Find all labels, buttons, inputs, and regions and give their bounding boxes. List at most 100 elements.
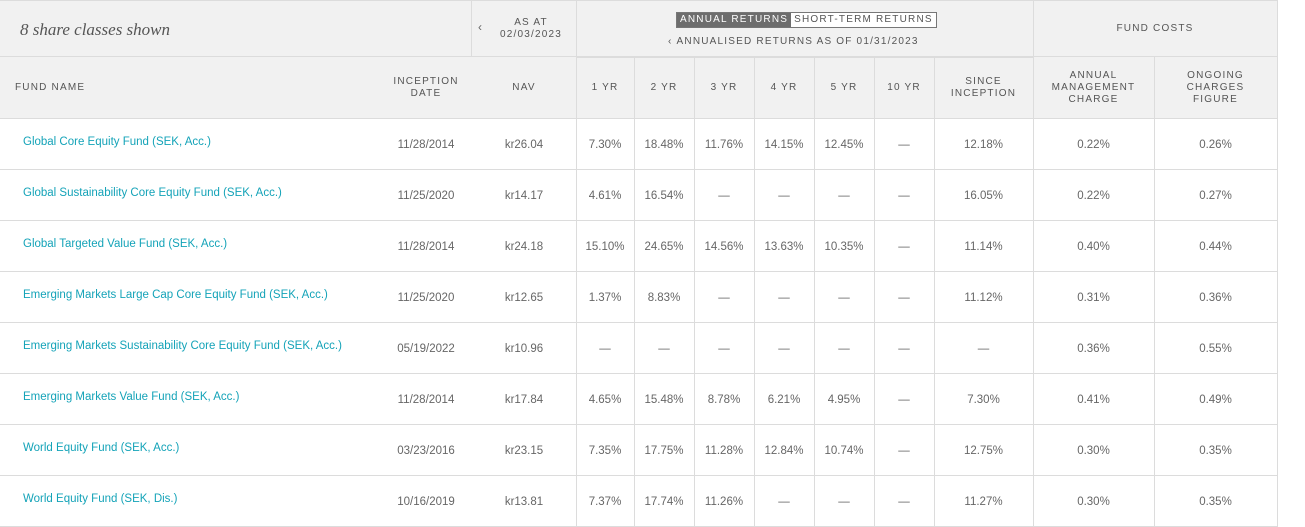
return-4yr-cell: 14.15% (764, 138, 804, 151)
col-annual-management-charge: ANNUAL MANAGEMENT CHARGE (1051, 70, 1136, 105)
inception-date-cell: 11/28/2014 (397, 393, 455, 406)
return-2yr-cell: 17.75% (644, 444, 684, 457)
return-2yr-cell: 24.65% (644, 240, 684, 253)
return-4yr-cell: — (778, 342, 790, 355)
since-inception-cell: 12.75% (963, 444, 1003, 457)
return-4yr-cell: — (778, 189, 790, 202)
nav-cell: kr24.18 (504, 240, 544, 253)
return-1yr-cell: 1.37% (588, 291, 622, 304)
return-5yr-cell: 10.35% (824, 240, 864, 253)
return-4yr-cell: 12.84% (764, 444, 804, 457)
return-10yr-cell: — (898, 138, 910, 151)
return-1yr-cell: 7.37% (588, 495, 622, 508)
table-header-columns (0, 57, 1277, 119)
return-1yr-cell: 4.65% (588, 393, 622, 406)
ongoing-charges-cell: 0.55% (1199, 342, 1232, 355)
nav-cell: kr17.84 (504, 393, 544, 406)
return-5yr-cell: — (838, 342, 850, 355)
inception-date-cell: 11/25/2020 (397, 189, 455, 202)
management-charge-cell: 0.30% (1077, 444, 1110, 457)
fund-name-link[interactable]: Global Sustainability Core Equity Fund (… (23, 187, 282, 199)
return-3yr-cell: — (718, 189, 730, 202)
nav-cell: kr12.65 (504, 291, 544, 304)
return-10yr-cell: — (898, 342, 910, 355)
since-inception-cell: 16.05% (963, 189, 1003, 202)
return-3yr-cell: 8.78% (707, 393, 741, 406)
fund-name-link[interactable]: Emerging Markets Large Cap Core Equity F… (23, 289, 328, 301)
return-4yr-cell: — (778, 495, 790, 508)
col-4yr: 4 YR (770, 82, 798, 93)
return-4yr-cell: 13.63% (764, 240, 804, 253)
return-3yr-cell: 14.56% (704, 240, 744, 253)
inception-date-cell: 11/28/2014 (397, 138, 455, 151)
nav-cell: kr26.04 (504, 138, 544, 151)
since-inception-cell: 12.18% (963, 138, 1003, 151)
return-5yr-cell: — (838, 291, 850, 304)
nav-cell: kr13.81 (504, 495, 544, 508)
return-5yr-cell: 4.95% (827, 393, 861, 406)
col-1yr: 1 YR (591, 82, 619, 93)
inception-date-cell: 11/28/2014 (397, 240, 455, 253)
since-inception-cell: 7.30% (967, 393, 1000, 406)
fund-name-link[interactable]: Emerging Markets Sustainability Core Equ… (23, 340, 342, 352)
inception-date-cell: 03/23/2016 (397, 444, 455, 457)
inception-date-cell: 11/25/2020 (397, 291, 455, 304)
return-4yr-cell: — (778, 291, 790, 304)
ongoing-charges-cell: 0.44% (1199, 240, 1232, 253)
col-fund-name: FUND NAME (15, 82, 86, 93)
fund-name-link[interactable]: Global Core Equity Fund (SEK, Acc.) (23, 136, 211, 148)
management-charge-cell: 0.41% (1077, 393, 1110, 406)
return-10yr-cell: — (898, 291, 910, 304)
fund-costs-header: FUND COSTS (1116, 22, 1194, 34)
nav-cell: kr10.96 (504, 342, 544, 355)
since-inception-cell: 11.12% (964, 291, 1003, 304)
fund-name-link[interactable]: Global Targeted Value Fund (SEK, Acc.) (23, 238, 228, 250)
col-inception-date: INCEPTION DATE (393, 76, 459, 99)
management-charge-cell: 0.31% (1077, 291, 1110, 304)
management-charge-cell: 0.40% (1077, 240, 1110, 253)
col-since-inception: SINCE INCEPTION (950, 76, 1017, 99)
fund-name-link[interactable]: World Equity Fund (SEK, Dis.) (23, 493, 178, 505)
return-2yr-cell: — (658, 342, 670, 355)
ongoing-charges-cell: 0.35% (1199, 495, 1232, 508)
management-charge-cell: 0.22% (1077, 138, 1110, 151)
annualised-returns-caption: ‹ ANNUALISED RETURNS AS OF 01/31/2023 (668, 36, 919, 47)
return-3yr-cell: — (718, 291, 730, 304)
return-1yr-cell: 15.10% (585, 240, 625, 253)
annualised-returns-label: ANNUALISED RETURNS AS OF 01/31/2023 (676, 36, 919, 47)
ongoing-charges-cell: 0.26% (1199, 138, 1232, 151)
management-charge-cell: 0.36% (1077, 342, 1110, 355)
return-4yr-cell: 6.21% (767, 393, 801, 406)
col-3yr: 3 YR (710, 82, 738, 93)
return-10yr-cell: — (898, 495, 910, 508)
return-2yr-cell: 8.83% (647, 291, 681, 304)
chevron-left-icon[interactable]: ‹ (668, 36, 673, 47)
ongoing-charges-cell: 0.49% (1199, 393, 1232, 406)
inception-date-cell: 10/16/2019 (397, 495, 455, 508)
return-10yr-cell: — (898, 393, 910, 406)
col-5yr: 5 YR (830, 82, 858, 93)
return-10yr-cell: — (898, 240, 910, 253)
tab-annual-returns[interactable]: ANNUAL RETURNS (677, 13, 792, 27)
col-2yr: 2 YR (650, 82, 678, 93)
management-charge-cell: 0.22% (1077, 189, 1110, 202)
as-at-date-selector[interactable]: ‹ AS AT 02/03/2023 (472, 0, 576, 57)
nav-cell: kr23.15 (504, 444, 544, 457)
col-10yr: 10 YR (887, 82, 921, 93)
as-at-label: AS AT (514, 17, 548, 28)
since-inception-cell: 11.27% (964, 495, 1003, 508)
return-5yr-cell: — (838, 495, 850, 508)
fund-name-link[interactable]: Emerging Markets Value Fund (SEK, Acc.) (23, 391, 240, 403)
tab-short-term-returns[interactable]: SHORT-TERM RETURNS (791, 13, 936, 27)
since-inception-cell: 11.14% (964, 240, 1003, 253)
chevron-left-icon[interactable]: ‹ (478, 20, 482, 34)
table-header-top (0, 0, 1277, 57)
return-1yr-cell: — (599, 342, 611, 355)
as-at-date: 02/03/2023 (499, 29, 563, 40)
fund-name-link[interactable]: World Equity Fund (SEK, Acc.) (23, 442, 180, 454)
returns-toggle: ANNUAL RETURNS SHORT-TERM RETURNS (676, 12, 937, 28)
return-2yr-cell: 18.48% (644, 138, 684, 151)
return-1yr-cell: 7.35% (588, 444, 622, 457)
col-ongoing-charges-figure: ONGOING CHARGES FIGURE (1186, 70, 1245, 105)
management-charge-cell: 0.30% (1077, 495, 1110, 508)
